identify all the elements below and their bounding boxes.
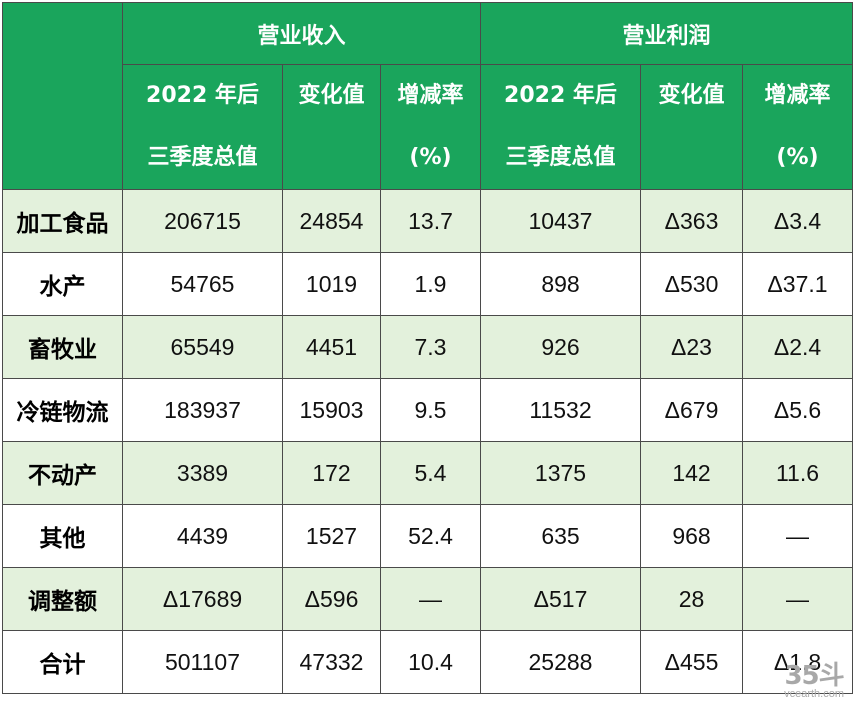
row-label: 合计 bbox=[2, 630, 123, 694]
header-profit-total: 2022 年后 三季度总值 bbox=[480, 64, 641, 190]
row-label: 加工食品 bbox=[2, 189, 123, 253]
table-row: 冷链物流 183937 15903 9.5 11532 Δ679 Δ5.6 bbox=[2, 378, 853, 442]
header-change-label: 变化值 bbox=[298, 83, 365, 108]
row-label: 其他 bbox=[2, 504, 123, 568]
revenue-change-cell: 172 bbox=[282, 441, 381, 505]
table-row: 调整额 Δ17689 Δ596 — Δ517 28 — bbox=[2, 567, 853, 631]
revenue-change-cell: 1019 bbox=[282, 252, 381, 316]
profit-rate-cell: — bbox=[742, 504, 853, 568]
revenue-change-cell: 15903 bbox=[282, 378, 381, 442]
revenue-change-cell: 4451 bbox=[282, 315, 381, 379]
header-rate-line2: (%) bbox=[409, 145, 452, 170]
profit-change-cell: Δ23 bbox=[640, 315, 743, 379]
revenue-total-cell: 501107 bbox=[122, 630, 283, 694]
revenue-rate-cell: 1.9 bbox=[380, 252, 481, 316]
header-total-line1: 2022 年后 bbox=[146, 83, 259, 108]
header-revenue-total: 2022 年后 三季度总值 bbox=[122, 64, 283, 190]
revenue-total-cell: 54765 bbox=[122, 252, 283, 316]
profit-total-cell: 25288 bbox=[480, 630, 641, 694]
profit-change-cell: Δ530 bbox=[640, 252, 743, 316]
revenue-rate-cell: 10.4 bbox=[380, 630, 481, 694]
profit-total-cell: 926 bbox=[480, 315, 641, 379]
profit-total-cell: 635 bbox=[480, 504, 641, 568]
profit-total-cell: 898 bbox=[480, 252, 641, 316]
header-rate-line1: 增减率 bbox=[397, 83, 464, 108]
row-label: 不动产 bbox=[2, 441, 123, 505]
revenue-rate-cell: — bbox=[380, 567, 481, 631]
profit-total-cell: Δ517 bbox=[480, 567, 641, 631]
row-label: 水产 bbox=[2, 252, 123, 316]
profit-change-cell: Δ455 bbox=[640, 630, 743, 694]
header-revenue-group: 营业收入 bbox=[122, 2, 481, 65]
revenue-total-cell: 65549 bbox=[122, 315, 283, 379]
revenue-total-cell: 206715 bbox=[122, 189, 283, 253]
header-profit-group: 营业利润 bbox=[480, 2, 853, 65]
table-row: 畜牧业 65549 4451 7.3 926 Δ23 Δ2.4 bbox=[2, 315, 853, 379]
watermark-logo: 35斗 bbox=[784, 661, 844, 691]
table-row: 水产 54765 1019 1.9 898 Δ530 Δ37.1 bbox=[2, 252, 853, 316]
watermark-url: vcearth.com bbox=[784, 688, 844, 700]
header-revenue-change: 变化值 bbox=[282, 64, 381, 190]
row-label: 调整额 bbox=[2, 567, 123, 631]
header-profit-rate: 增减率 (%) bbox=[742, 64, 853, 190]
revenue-rate-cell: 5.4 bbox=[380, 441, 481, 505]
revenue-rate-cell: 52.4 bbox=[380, 504, 481, 568]
revenue-total-cell: 183937 bbox=[122, 378, 283, 442]
table-row: 不动产 3389 172 5.4 1375 142 11.6 bbox=[2, 441, 853, 505]
profit-rate-cell: Δ5.6 bbox=[742, 378, 853, 442]
financial-table: 营业收入 营业利润 2022 年后 三季度总值 变化值 增减率 (%) 2022… bbox=[2, 2, 853, 694]
profit-rate-cell: — bbox=[742, 567, 853, 631]
header-total-line2: 三季度总值 bbox=[505, 145, 616, 170]
revenue-rate-cell: 7.3 bbox=[380, 315, 481, 379]
table-row: 其他 4439 1527 52.4 635 968 — bbox=[2, 504, 853, 568]
profit-rate-cell: Δ2.4 bbox=[742, 315, 853, 379]
header-rate-line2: (%) bbox=[776, 145, 819, 170]
revenue-change-cell: 1527 bbox=[282, 504, 381, 568]
header-profit-change: 变化值 bbox=[640, 64, 743, 190]
revenue-rate-cell: 13.7 bbox=[380, 189, 481, 253]
header-total-line1: 2022 年后 bbox=[504, 83, 617, 108]
revenue-change-cell: Δ596 bbox=[282, 567, 381, 631]
header-total-line2: 三季度总值 bbox=[147, 145, 258, 170]
revenue-total-cell: 3389 bbox=[122, 441, 283, 505]
revenue-total-cell: Δ17689 bbox=[122, 567, 283, 631]
profit-rate-cell: Δ1.8 bbox=[742, 630, 853, 694]
table-row: 合计 501107 47332 10.4 25288 Δ455 Δ1.8 bbox=[2, 630, 853, 694]
profit-change-cell: 28 bbox=[640, 567, 743, 631]
row-label: 冷链物流 bbox=[2, 378, 123, 442]
profit-rate-cell: Δ3.4 bbox=[742, 189, 853, 253]
profit-change-cell: 968 bbox=[640, 504, 743, 568]
watermark: 35斗 vcearth.com bbox=[784, 661, 845, 700]
profit-total-cell: 1375 bbox=[480, 441, 641, 505]
profit-total-cell: 11532 bbox=[480, 378, 641, 442]
profit-rate-cell: Δ37.1 bbox=[742, 252, 853, 316]
table-row: 加工食品 206715 24854 13.7 10437 Δ363 Δ3.4 bbox=[2, 189, 853, 253]
revenue-change-cell: 47332 bbox=[282, 630, 381, 694]
profit-total-cell: 10437 bbox=[480, 189, 641, 253]
profit-change-cell: Δ679 bbox=[640, 378, 743, 442]
revenue-total-cell: 4439 bbox=[122, 504, 283, 568]
profit-change-cell: 142 bbox=[640, 441, 743, 505]
row-label: 畜牧业 bbox=[2, 315, 123, 379]
header-rate-line1: 增减率 bbox=[764, 83, 831, 108]
revenue-change-cell: 24854 bbox=[282, 189, 381, 253]
profit-change-cell: Δ363 bbox=[640, 189, 743, 253]
profit-rate-cell: 11.6 bbox=[742, 441, 853, 505]
header-corner-cell bbox=[2, 2, 123, 190]
header-change-label: 变化值 bbox=[658, 83, 725, 108]
revenue-rate-cell: 9.5 bbox=[380, 378, 481, 442]
header-revenue-rate: 增减率 (%) bbox=[380, 64, 481, 190]
